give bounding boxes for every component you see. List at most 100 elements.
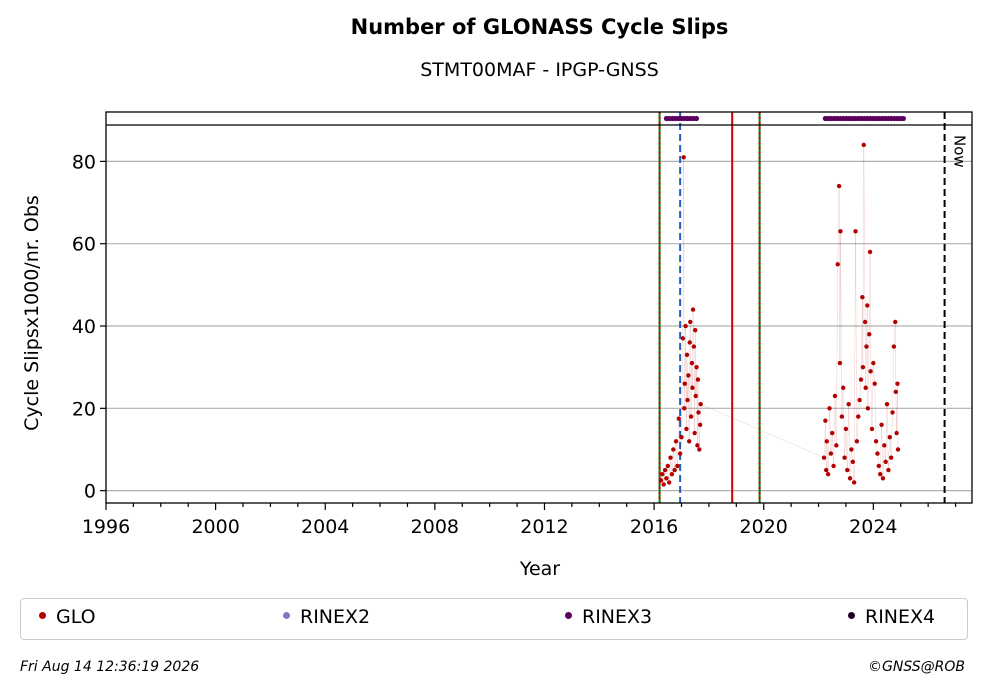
data-point	[862, 319, 868, 325]
axes-frame	[105, 111, 973, 504]
legend-marker-rinex3	[565, 612, 572, 619]
data-point	[890, 410, 895, 415]
data-point	[853, 229, 858, 234]
data-point	[677, 451, 683, 456]
data-point	[689, 360, 695, 366]
data-point	[888, 455, 894, 460]
data-point	[882, 443, 887, 448]
grid-lines	[106, 160, 972, 492]
data-point	[669, 471, 675, 477]
data-point	[697, 422, 703, 427]
rinex3-marker	[900, 115, 906, 122]
data-point	[665, 463, 671, 469]
data-point	[672, 467, 677, 473]
data-point	[865, 303, 870, 308]
data-point	[666, 480, 672, 485]
series-line	[660, 144, 899, 485]
x-tick-label: 1996	[82, 516, 130, 538]
data-point	[851, 480, 857, 485]
data-point	[846, 402, 851, 407]
data-point	[690, 385, 695, 390]
data-point	[895, 381, 900, 386]
data-point	[839, 414, 845, 419]
data-point	[861, 142, 866, 148]
data-point	[893, 389, 899, 395]
data-point	[683, 323, 688, 329]
data-point	[887, 434, 892, 440]
data-point	[831, 463, 836, 469]
legend: GLO RINEX2 RINEX3 RINEX4	[20, 598, 968, 640]
event-lines	[658, 112, 946, 503]
data-point	[695, 377, 701, 382]
x-tick-label: 2020	[740, 516, 788, 538]
data-point	[685, 397, 690, 403]
legend-item-rinex2: RINEX2	[283, 606, 370, 628]
data-point	[863, 385, 868, 390]
data-point	[827, 406, 832, 411]
data-point	[879, 422, 884, 427]
y-tick-label: 40	[72, 316, 96, 338]
legend-label-rinex3: RINEX3	[582, 606, 653, 628]
data-point	[835, 262, 840, 267]
data-point	[843, 426, 849, 432]
data-point	[676, 416, 681, 421]
axes	[105, 111, 973, 504]
x-tick-label: 2024	[849, 516, 897, 538]
data-series	[658, 142, 901, 487]
data-point	[869, 426, 875, 432]
legend-marker-glo	[39, 612, 46, 619]
y-tick-label: 0	[84, 481, 96, 503]
legend-item-rinex4: RINEX4	[848, 606, 935, 628]
data-point	[682, 381, 687, 386]
data-point	[876, 463, 882, 469]
data-point	[854, 439, 860, 444]
chart-title: Number of GLONASS Cycle Slips	[350, 15, 729, 39]
data-point	[864, 344, 869, 349]
data-point	[836, 183, 842, 189]
data-point	[825, 471, 831, 477]
x-tick-label: 2016	[630, 516, 678, 538]
data-point	[691, 344, 697, 349]
data-point	[688, 319, 693, 325]
data-point	[686, 373, 691, 378]
data-point	[873, 439, 879, 444]
data-point	[692, 430, 697, 436]
x-tick-label: 2000	[191, 516, 239, 538]
data-point	[838, 229, 843, 234]
data-point	[687, 340, 692, 345]
data-point	[872, 381, 877, 386]
data-point	[661, 482, 666, 487]
x-axis-label: Year	[519, 558, 560, 580]
data-point	[840, 385, 846, 390]
data-point	[849, 447, 854, 452]
data-point	[686, 439, 692, 444]
data-point	[681, 155, 686, 160]
data-point	[693, 327, 698, 333]
data-point	[668, 455, 673, 460]
data-point	[837, 360, 843, 366]
data-point	[680, 336, 686, 341]
rinex3-band	[663, 115, 906, 122]
data-point	[832, 393, 838, 399]
data-point	[824, 439, 829, 444]
data-point	[697, 447, 702, 452]
data-point	[858, 377, 864, 382]
rinex3-marker	[693, 115, 700, 122]
data-point	[857, 397, 862, 403]
data-point	[867, 249, 873, 255]
now-label: Now	[951, 135, 969, 168]
footer-credit: ©GNSS@ROB	[868, 659, 965, 675]
y-tick-label: 80	[72, 151, 96, 173]
y-tick-label: 20	[72, 398, 96, 420]
legend-marker-rinex4	[848, 612, 855, 619]
legend-item-glo: GLO	[39, 606, 96, 628]
data-point	[868, 369, 873, 374]
data-point	[842, 455, 847, 460]
data-point	[893, 319, 898, 325]
y-axis-label: Cycle Slipsx1000/nr. Obs	[21, 195, 43, 431]
data-point	[664, 476, 669, 481]
data-point	[884, 402, 890, 407]
legend-label-rinex2: RINEX2	[300, 606, 371, 628]
data-point	[847, 476, 853, 481]
data-point	[662, 467, 668, 473]
